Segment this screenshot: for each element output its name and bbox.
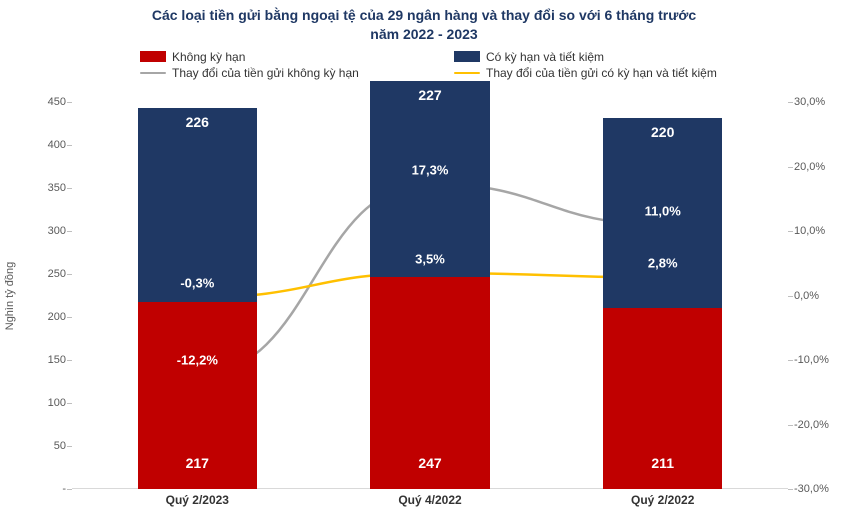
y-right-tick-mark	[788, 167, 793, 168]
legend: Không kỳ hạn Có kỳ hạn và tiết kiệm Thay đ…	[0, 44, 848, 82]
y-left-tick-mark	[67, 489, 72, 490]
bar-segment-khong-ky-han: 247	[370, 277, 489, 489]
x-axis-category-label: Quý 4/2022	[398, 493, 461, 507]
y-right-tick-mark	[788, 360, 793, 361]
legend-swatch	[454, 51, 480, 62]
legend-item: Có kỳ hạn và tiết kiệm	[454, 50, 768, 64]
legend-item: Không kỳ hạn	[140, 50, 454, 64]
line-khong-ky-han-value-label: -12,2%	[177, 353, 218, 368]
chart-title: Các loại tiền gửi bằng ngoại tệ của 29 n…	[0, 0, 848, 44]
y-right-tick-label: -20,0%	[794, 419, 844, 431]
y-right-tick-label: -30,0%	[794, 483, 844, 495]
title-line-2: năm 2022 - 2023	[370, 26, 477, 42]
legend-label: Có kỳ hạn và tiết kiệm	[486, 50, 604, 64]
line-khong-ky-han-value-label: 11,0%	[645, 203, 681, 218]
plot-area: 217226247227211220-12,2%17,3%11,0%-0,3%3…	[72, 102, 788, 489]
y-left-tick-label: 400	[26, 139, 66, 151]
y-left-tick-label: 250	[26, 268, 66, 280]
legend-line-marker	[454, 72, 480, 75]
y-left-tick-label: 350	[26, 182, 66, 194]
y-right-tick-mark	[788, 425, 793, 426]
y-right-tick-label: 20,0%	[794, 161, 844, 173]
y-left-tick-label: 150	[26, 354, 66, 366]
plot-wrap: Nghìn tỷ đồng -5010015020025030035040045…	[0, 102, 848, 489]
line-co-ky-han-value-label: 2,8%	[648, 256, 678, 271]
y-right-tick-label: 10,0%	[794, 225, 844, 237]
bar-segment-co-ky-han: 226	[138, 108, 257, 302]
legend-item: Thay đổi của tiền gửi không kỳ hạn	[140, 66, 454, 80]
legend-label: Thay đổi của tiền gửi không kỳ hạn	[172, 66, 359, 80]
bar-value-label: 211	[603, 455, 722, 471]
chart-container: Các loại tiền gửi bằng ngoại tệ của 29 n…	[0, 0, 848, 517]
y-left-tick-label: 200	[26, 311, 66, 323]
legend-label: Thay đổi của tiền gửi có kỳ hạn và tiết …	[486, 66, 717, 80]
bar-segment-khong-ky-han: 211	[603, 308, 722, 489]
bar-value-label: 227	[370, 87, 489, 103]
y-left-tick-label: 300	[26, 225, 66, 237]
y-axis-left: Nghìn tỷ đồng -5010015020025030035040045…	[0, 102, 72, 489]
y-axis-left-label: Nghìn tỷ đồng	[4, 261, 16, 330]
line-co-ky-han-value-label: 3,5%	[415, 251, 445, 266]
y-axis-right: -30,0%-20,0%-10,0%0,0%10,0%20,0%30,0%	[788, 102, 848, 489]
y-left-tick-label: 450	[26, 96, 66, 108]
bar-segment-co-ky-han: 227	[370, 81, 489, 276]
y-right-tick-mark	[788, 296, 793, 297]
legend-item: Thay đổi của tiền gửi có kỳ hạn và tiết …	[454, 66, 768, 80]
bar-value-label: 247	[370, 455, 489, 471]
x-axis-category-label: Quý 2/2022	[631, 493, 694, 507]
y-left-tick-label: -	[26, 483, 66, 495]
y-right-tick-label: 0,0%	[794, 290, 844, 302]
y-right-tick-label: -10,0%	[794, 354, 844, 366]
y-left-tick-label: 50	[26, 440, 66, 452]
bar-segment-khong-ky-han: 217	[138, 302, 257, 489]
y-right-tick-label: 30,0%	[794, 96, 844, 108]
y-right-tick-mark	[788, 489, 793, 490]
legend-swatch	[140, 51, 166, 62]
line-khong-ky-han-value-label: 17,3%	[412, 162, 449, 177]
y-left-tick-label: 100	[26, 397, 66, 409]
bar-value-label: 226	[138, 114, 257, 130]
bar-value-label: 217	[138, 455, 257, 471]
bar-value-label: 220	[603, 124, 722, 140]
x-axis-labels: Quý 2/2023 Quý 4/2022 Quý 2/2022	[72, 493, 788, 511]
y-right-tick-mark	[788, 231, 793, 232]
title-line-1: Các loại tiền gửi bằng ngoại tệ của 29 n…	[152, 7, 696, 23]
y-right-tick-mark	[788, 102, 793, 103]
legend-label: Không kỳ hạn	[172, 50, 245, 64]
legend-line-marker	[140, 72, 166, 75]
x-axis-category-label: Quý 2/2023	[166, 493, 229, 507]
line-co-ky-han-value-label: -0,3%	[180, 276, 214, 291]
